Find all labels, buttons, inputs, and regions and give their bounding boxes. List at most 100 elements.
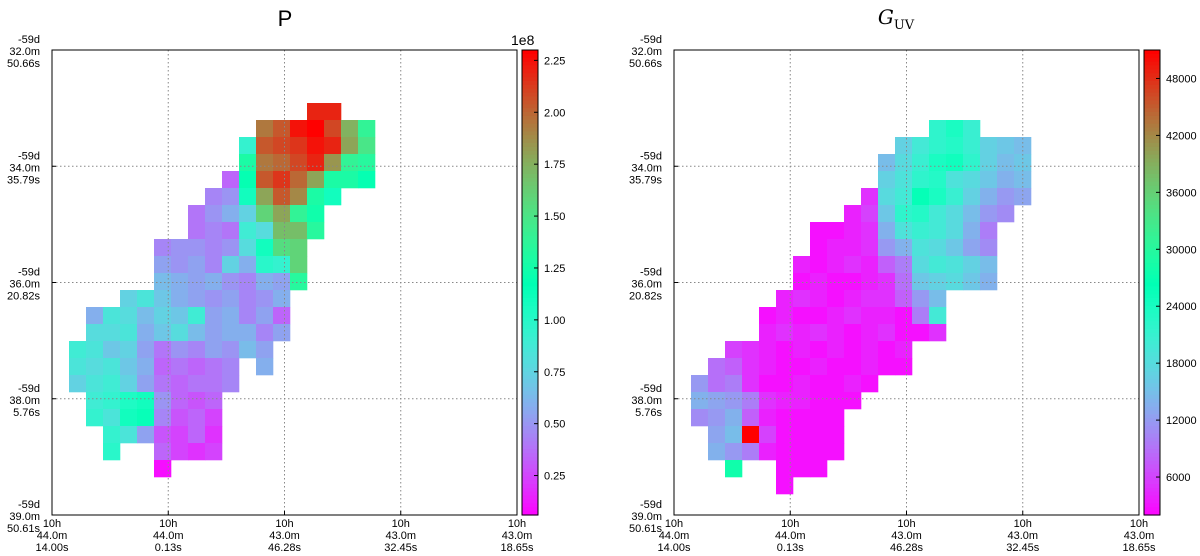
y-tick-label: 34.0m	[631, 162, 662, 174]
heatmap-cell	[171, 392, 189, 410]
colorbar-segment	[522, 367, 538, 373]
colorbar-segment	[522, 73, 538, 78]
colorbar-segment	[1144, 344, 1160, 349]
colorbar-segment	[1144, 77, 1160, 82]
colorbar-segment	[522, 205, 538, 210]
colorbar-segment	[522, 181, 538, 187]
panel-guv: GUV 10h44.0m14.00s10h44.0m0.13s10h43.0m4…	[629, 5, 1197, 554]
colorbar-segment	[522, 286, 538, 291]
heatmap-cell	[103, 307, 121, 325]
heatmap-cell	[912, 222, 930, 240]
heatmap-cell	[154, 392, 172, 410]
heatmap-cell	[861, 256, 879, 274]
heatmap-cell	[273, 324, 291, 342]
heatmap-cell	[708, 358, 726, 376]
x-tick-label: 10h	[275, 518, 293, 530]
heatmap-cell	[273, 290, 291, 308]
heatmap-cell	[205, 426, 223, 444]
heatmap-cell	[742, 426, 760, 444]
colorbar-segment	[522, 104, 538, 109]
colorbar-segment	[1144, 453, 1160, 458]
colorbar-segment	[1144, 61, 1160, 67]
heatmap-cell	[273, 239, 291, 257]
colorbar-segment	[1144, 92, 1160, 98]
heatmap-cell	[725, 392, 743, 410]
colorbar-segment	[522, 422, 538, 427]
colorbar-segment	[1144, 146, 1160, 152]
colorbar-segment	[1144, 305, 1160, 311]
heatmap-cell	[137, 341, 155, 359]
colorbar-segment	[522, 476, 538, 481]
heatmap-cell	[895, 137, 913, 155]
colorbar-segment	[1144, 301, 1160, 307]
colorbar-segment	[1144, 274, 1160, 280]
colorbar-segment	[522, 445, 538, 450]
heatmap-cell	[810, 392, 828, 410]
colorbar-segment	[522, 387, 538, 392]
heatmap-cell	[827, 426, 845, 444]
colorbar-tick-label: 1.50	[544, 211, 565, 223]
heatmap-cell	[290, 137, 308, 155]
colorbar-segment	[522, 449, 538, 454]
colorbar-segment	[522, 201, 538, 206]
colorbar-segment	[1144, 383, 1160, 388]
heatmap-cell	[222, 205, 240, 223]
heatmap-cell	[358, 120, 376, 138]
colorbar-segment	[1144, 259, 1160, 264]
heatmap-cell	[239, 154, 257, 172]
heatmap-cell	[912, 188, 930, 206]
x-tick-label: 10h	[665, 518, 683, 530]
colorbar-segment	[522, 336, 538, 342]
colorbar-segment	[522, 263, 538, 268]
x-tick-label: 46.28s	[890, 542, 924, 554]
heatmap-cell	[103, 324, 121, 342]
heatmap-cell	[810, 409, 828, 427]
colorbar-segment	[522, 329, 538, 334]
heatmap-cell	[963, 239, 981, 257]
x-tick-label: 44.0m	[659, 530, 690, 542]
y-tick-label: 38.0m	[9, 395, 40, 407]
heatmap-cell	[980, 171, 998, 189]
heatmap-cell	[290, 205, 308, 223]
colorbar-tick-label: 36000	[1166, 187, 1197, 199]
heatmap-cell	[742, 392, 760, 410]
heatmap-cell	[273, 120, 291, 138]
colorbar-segment	[522, 317, 538, 322]
heatmap-cell	[273, 188, 291, 206]
colorbar-segment	[1144, 208, 1160, 214]
colorbar-segment	[1144, 352, 1160, 357]
heatmap-cell	[188, 426, 206, 444]
heatmap-cell	[793, 324, 811, 342]
heatmap-cell	[963, 120, 981, 138]
colorbar-segment	[1144, 189, 1160, 194]
colorbar-segment	[1144, 410, 1160, 415]
heatmap-cell	[895, 222, 913, 240]
heatmap-cell	[137, 392, 155, 410]
colorbar-segment	[1144, 433, 1160, 439]
colorbar-segment	[522, 146, 538, 152]
colorbar-segment	[1144, 507, 1160, 512]
heatmap-cell	[120, 324, 138, 342]
heatmap-cell	[205, 205, 223, 223]
colorbar-segment	[1144, 309, 1160, 315]
colorbar-segment	[522, 511, 538, 516]
heatmap-cell	[188, 409, 206, 427]
colorbar-segment	[1144, 108, 1160, 113]
colorbar-segment	[1144, 135, 1160, 140]
heatmap-cell	[307, 171, 325, 189]
heatmap-cell	[86, 375, 104, 393]
heatmap-cell	[154, 307, 172, 325]
heatmap-cell	[861, 358, 879, 376]
colorbar-segment	[1144, 321, 1160, 326]
heatmap-cell	[171, 273, 189, 291]
heatmap-cell	[946, 154, 964, 172]
heatmap-cell	[86, 409, 104, 427]
heatmap-cell	[239, 171, 257, 189]
heatmap-cell	[776, 358, 794, 376]
heatmap-cell	[691, 409, 709, 427]
heatmap-cell	[929, 188, 947, 206]
colorbar-segment	[1144, 480, 1160, 485]
heatmap-cell	[929, 120, 947, 138]
y-tick-label: -59d	[640, 267, 662, 279]
heatmap-cell	[188, 239, 206, 257]
